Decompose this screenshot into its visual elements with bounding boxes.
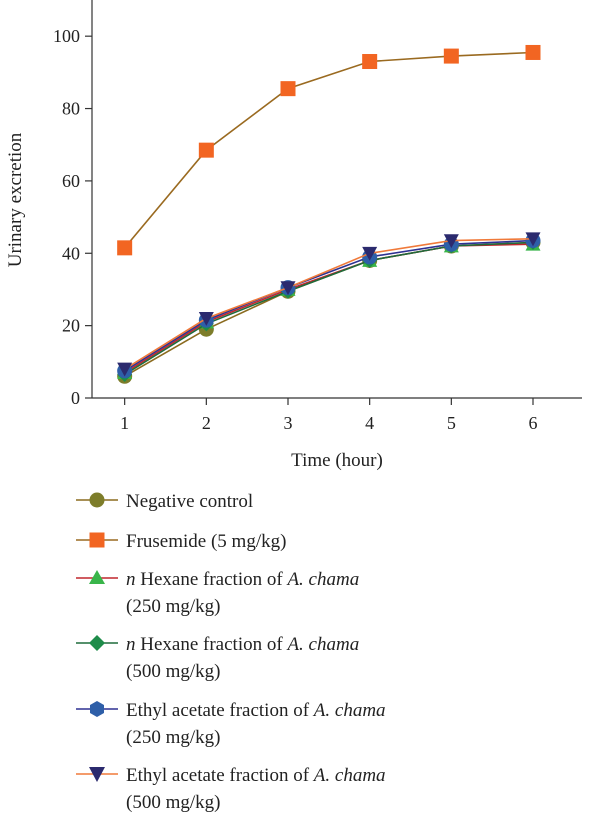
legend-dose-label: (500 mg/kg) xyxy=(126,661,220,682)
y-tick-label: 0 xyxy=(71,388,80,408)
y-tick-label: 40 xyxy=(62,243,80,263)
x-axis-title: Time (hour) xyxy=(291,450,383,471)
legend-diamond-marker xyxy=(89,635,105,651)
legend: Negative control Frusemide (5 mg/kg) n H… xyxy=(76,491,386,813)
legend-item-negative-control: Negative control xyxy=(76,491,253,512)
series-neg xyxy=(117,234,541,384)
y-axis-title: Urinary excretion xyxy=(5,132,26,267)
series-eth500 xyxy=(117,232,541,377)
data-point-square xyxy=(362,54,378,70)
legend-item-frusemide: Frusemide (5 mg/kg) xyxy=(76,531,286,552)
x-tick-label: 4 xyxy=(365,413,374,433)
axes xyxy=(91,0,582,399)
x-tick-label: 2 xyxy=(202,413,211,433)
legend-square-marker xyxy=(89,532,105,548)
data-point-square xyxy=(280,81,296,97)
series-line xyxy=(124,51,534,249)
legend-label: Frusemide (5 mg/kg) xyxy=(126,531,286,552)
legend-label: n Hexane fraction of A. chama xyxy=(126,569,359,590)
series-fru xyxy=(117,44,541,256)
data-point-triangle-down xyxy=(525,232,541,247)
data-point-square xyxy=(117,240,133,256)
data-point-square xyxy=(525,44,541,60)
x-ticks: 1 2 3 4 5 6 xyxy=(120,398,538,433)
data-point-square xyxy=(198,142,214,158)
legend-dose-label: (250 mg/kg) xyxy=(126,596,220,617)
y-tick-label: 20 xyxy=(62,316,80,336)
legend-label: Ethyl acetate fraction of A. chama xyxy=(126,765,386,786)
x-tick-label: 6 xyxy=(529,413,538,433)
series-layer xyxy=(117,44,541,384)
legend-hexagon-marker xyxy=(90,701,104,717)
series-eth250 xyxy=(117,233,541,379)
series-hex500 xyxy=(117,234,541,382)
x-tick-label: 3 xyxy=(284,413,293,433)
legend-triangle-up-marker xyxy=(89,570,105,584)
legend-item-ethyl-500: Ethyl acetate fraction of A. chama (500 … xyxy=(76,765,386,813)
y-tick-label: 80 xyxy=(62,99,80,119)
data-point-triangle-down xyxy=(443,234,459,249)
legend-label: n Hexane fraction of A. chama xyxy=(126,634,359,655)
x-tick-label: 5 xyxy=(447,413,456,433)
series-line xyxy=(124,241,534,376)
legend-triangle-down-marker xyxy=(89,767,105,782)
legend-label: Ethyl acetate fraction of A. chama xyxy=(126,700,386,721)
data-point-triangle-down xyxy=(198,312,214,326)
legend-dose-label: (500 mg/kg) xyxy=(126,792,220,813)
data-point-triangle-down xyxy=(362,246,378,261)
series-line xyxy=(124,243,534,374)
y-tick-label: 60 xyxy=(62,171,80,191)
data-point-triangle-down xyxy=(117,362,133,377)
legend-item-ethyl-250: Ethyl acetate fraction of A. chama (250 … xyxy=(76,700,386,748)
series-hex250 xyxy=(117,236,541,380)
legend-dose-label: (250 mg/kg) xyxy=(126,727,220,748)
series-line xyxy=(124,241,534,377)
series-line xyxy=(124,239,534,372)
data-point-square xyxy=(443,48,459,64)
y-tick-label: 100 xyxy=(53,26,80,46)
legend-item-hexane-500: n Hexane fraction of A. chama (500 mg/kg… xyxy=(76,634,359,682)
legend-circle-marker xyxy=(89,492,105,508)
series-line xyxy=(124,238,534,370)
y-ticks: 0 20 40 60 80 100 xyxy=(53,26,92,408)
data-point-triangle-down xyxy=(280,281,296,296)
legend-label: Negative control xyxy=(126,491,253,512)
x-tick-label: 1 xyxy=(120,413,129,433)
legend-item-hexane-250: n Hexane fraction of A. chama (250 mg/kg… xyxy=(76,569,359,617)
